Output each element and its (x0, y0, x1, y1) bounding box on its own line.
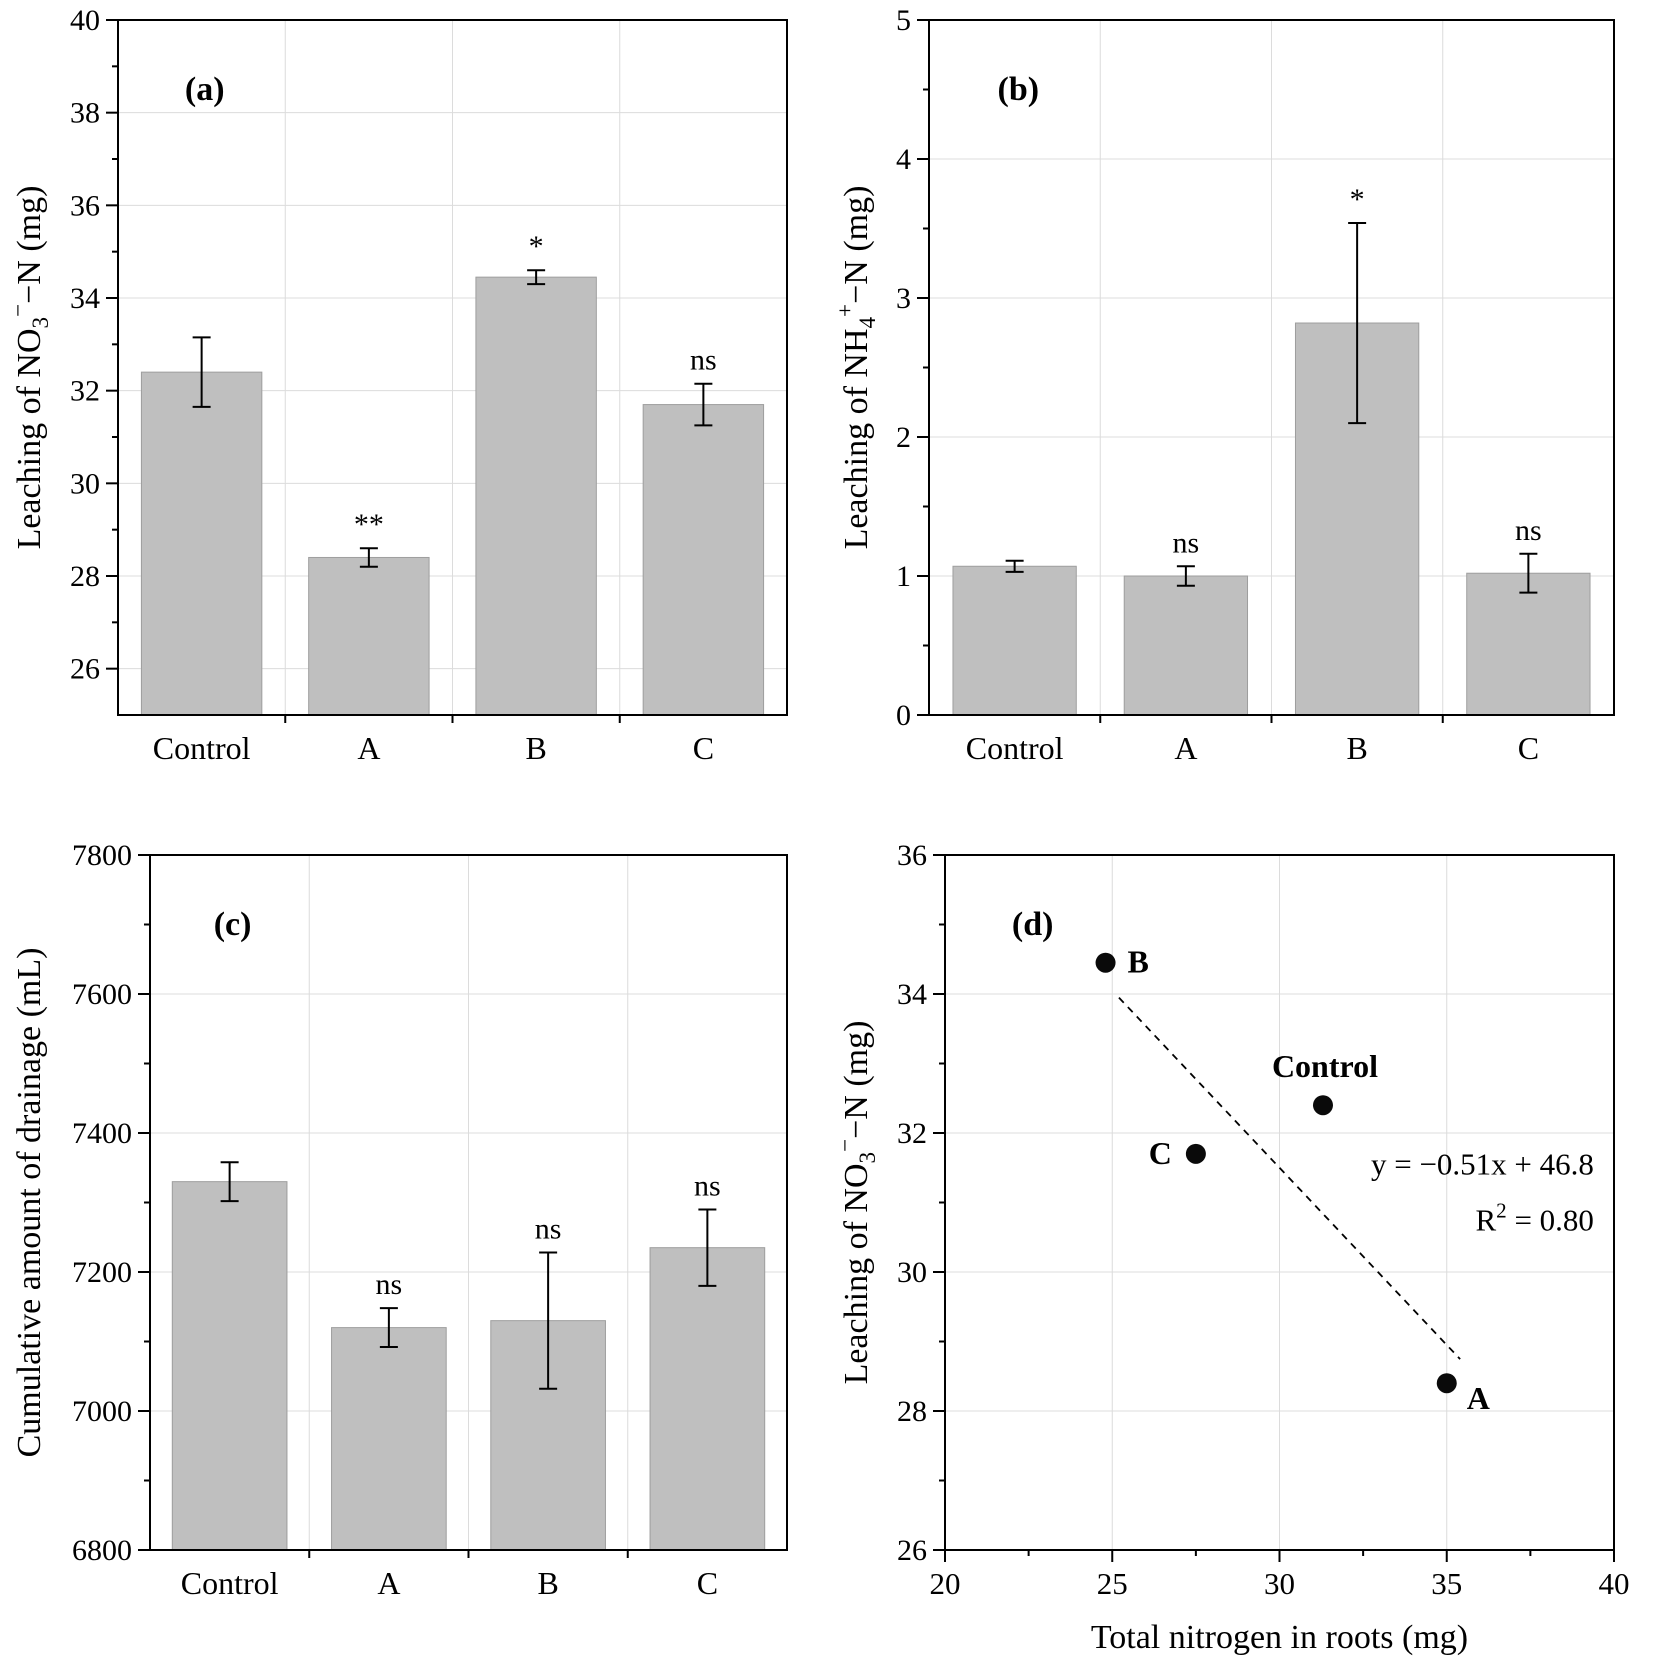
significance-label: * (529, 230, 544, 263)
y-tick-label: 36 (897, 839, 927, 872)
data-point-a (1436, 1373, 1457, 1394)
panel-label-a: (a) (185, 71, 225, 108)
plot-frame (944, 854, 1615, 1551)
y-tick-label: 3 (896, 282, 911, 315)
significance-label: ns (1515, 514, 1542, 547)
chart-b-svg: Control ns A * Bns C 0 1 2 3 4 5 (b) Leaching of NH4+… (833, 4, 1615, 766)
plot-frame (928, 19, 1615, 716)
category-label: A (377, 1565, 400, 1601)
bar-c (642, 404, 765, 716)
significance-label: ns (535, 1213, 562, 1246)
x-tick-label: 25 (1097, 1566, 1128, 1601)
y-tick-label: 28 (897, 1395, 927, 1428)
x-tick-label: 35 (1431, 1566, 1462, 1601)
y-tick-label: 26 (70, 653, 100, 686)
y-tick-label: 7600 (72, 978, 132, 1011)
equation-text-1: y = −0.51x + 46.8 (1371, 1147, 1594, 1182)
y-axis-title: Leaching of NO3−−N (mg) (6, 186, 54, 550)
x-tick-label: 20 (930, 1566, 961, 1601)
x-tick-label: 40 (1599, 1566, 1630, 1601)
category-label: C (1518, 730, 1539, 766)
significance-label: ** (354, 508, 384, 541)
y-tick-label: 7800 (72, 839, 132, 872)
bar-control (140, 371, 263, 716)
point-label-c: C (1149, 1135, 1172, 1171)
y-tick-label: 6800 (72, 1534, 132, 1567)
bar-a (331, 1327, 447, 1551)
y-tick-label: 30 (70, 467, 100, 500)
y-tick-label: 34 (897, 978, 927, 1011)
y-tick-label: 5 (896, 4, 911, 37)
y-tick-label: 32 (897, 1117, 927, 1150)
y-axis-title: Leaching of NO3−−N (mg) (833, 1021, 881, 1385)
y-tick-label: 0 (896, 699, 911, 732)
x-axis-title: Total nitrogen in roots (mg) (1091, 1619, 1468, 1656)
x-tick-label: 30 (1264, 1566, 1295, 1601)
category-label: A (1174, 730, 1197, 766)
category-label: B (1346, 730, 1367, 766)
chart-a-svg: Control ** A * Bns C 26 28 30 32 34 36 38 40 (a) Leachi… (6, 4, 788, 766)
point-label-a: A (1467, 1380, 1490, 1416)
category-label: C (693, 730, 714, 766)
category-label: B (525, 730, 546, 766)
y-tick-label: 34 (70, 282, 100, 315)
point-label-control: Control (1272, 1048, 1378, 1084)
category-label: Control (181, 1565, 279, 1601)
chart-d-svg: B Control C Ay = −0.51x + 46.8 R2 = 0.80 20 25… (833, 839, 1630, 1656)
equation-text-2: R2 = 0.80 (1475, 1198, 1593, 1237)
y-tick-label: 7200 (72, 1256, 132, 1289)
significance-label: ns (690, 344, 717, 377)
y-tick-label: 38 (70, 97, 100, 130)
regression-line (1118, 996, 1461, 1360)
panel-label-d: (d) (1012, 906, 1054, 943)
data-point-c (1185, 1143, 1206, 1164)
y-tick-label: 30 (897, 1256, 927, 1289)
category-label: Control (966, 730, 1064, 766)
data-point-control (1312, 1095, 1333, 1116)
bar-c (1466, 572, 1591, 716)
y-tick-label: 1 (896, 560, 911, 593)
y-tick-label: 28 (70, 560, 100, 593)
bar-c (649, 1247, 766, 1551)
y-tick-label: 4 (896, 143, 911, 176)
significance-label: ns (376, 1268, 403, 1301)
y-tick-label: 36 (70, 189, 100, 222)
data-point-b (1095, 952, 1116, 973)
bar-a (1123, 575, 1249, 716)
panel-label-b: (b) (998, 71, 1040, 108)
category-label: B (537, 1565, 558, 1601)
bar-b (475, 276, 597, 716)
chart-c-svg: Control ns Ans Bns C 6800 7000 7200 7400 7600 7800… (11, 839, 788, 1601)
plot-frame (149, 854, 788, 1551)
significance-label: ns (1173, 526, 1200, 559)
y-axis-title: Leaching of NH4+−N (mg) (833, 186, 881, 550)
panel-label-c: (c) (214, 906, 252, 943)
bar-control (952, 565, 1077, 716)
category-label: Control (153, 730, 251, 766)
y-tick-label: 7400 (72, 1117, 132, 1150)
significance-label: * (1350, 183, 1365, 216)
category-label: A (357, 730, 380, 766)
y-tick-label: 26 (897, 1534, 927, 1567)
y-axis-title: Cumulative amount of drainage (mL) (11, 948, 48, 1458)
y-tick-label: 7000 (72, 1395, 132, 1428)
y-tick-label: 2 (896, 421, 911, 454)
plot-frame (117, 19, 788, 716)
category-label: C (697, 1565, 718, 1601)
point-label-b: B (1128, 944, 1149, 980)
bar-control (171, 1181, 288, 1551)
y-tick-label: 40 (70, 4, 100, 37)
significance-label: ns (694, 1169, 721, 1202)
bar-a (308, 556, 430, 716)
y-tick-label: 32 (70, 375, 100, 408)
